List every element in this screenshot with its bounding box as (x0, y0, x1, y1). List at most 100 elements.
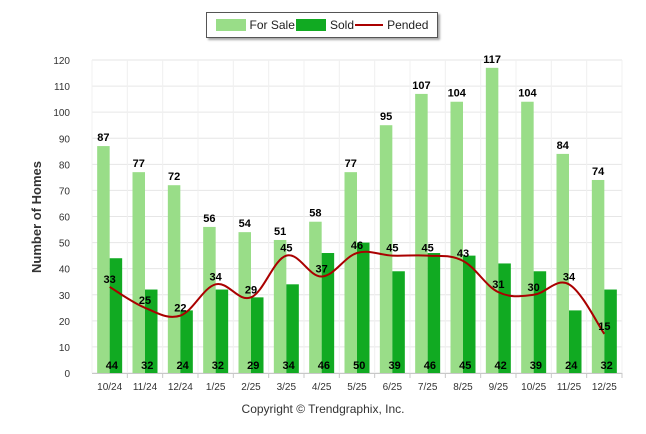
label-for-sale: 51 (274, 226, 286, 238)
x-tick-label: 1/25 (206, 382, 226, 393)
label-for-sale: 84 (557, 140, 570, 152)
bar-sold (463, 255, 476, 373)
y-tick-label: 120 (53, 56, 70, 67)
label-pended: 33 (104, 274, 116, 286)
label-pended: 37 (316, 263, 328, 275)
label-for-sale: 117 (483, 54, 501, 66)
x-tick-label: 5/25 (347, 382, 367, 393)
y-tick-label: 50 (59, 239, 71, 250)
y-tick-label: 60 (59, 213, 71, 224)
label-sold: 42 (494, 360, 506, 372)
x-tick-label: 6/25 (383, 382, 403, 393)
label-for-sale: 104 (518, 88, 537, 100)
bar-for-sale (591, 179, 605, 373)
bar-sold (251, 297, 264, 373)
label-sold: 32 (600, 360, 612, 372)
label-sold: 44 (106, 360, 119, 372)
label-for-sale: 95 (380, 111, 392, 123)
legend-label-for-sale: For Sale (249, 18, 295, 32)
bar-sold (392, 271, 405, 373)
x-tick-label: 7/25 (418, 382, 438, 393)
bar-for-sale (203, 226, 216, 373)
x-tick-label: 9/25 (489, 382, 509, 393)
bar-sold (109, 258, 123, 373)
y-tick-label: 20 (59, 317, 71, 328)
legend-item-for-sale[interactable]: For Sale (215, 18, 295, 32)
label-pended: 45 (386, 243, 398, 255)
bar-for-sale (97, 146, 110, 373)
label-for-sale: 54 (239, 218, 252, 230)
bar-for-sale (273, 239, 287, 373)
bar-for-sale (415, 93, 428, 374)
label-for-sale: 72 (168, 171, 180, 183)
bar-sold (215, 289, 229, 373)
y-tick-label: 100 (53, 108, 70, 119)
x-tick-label: 2/25 (241, 382, 261, 393)
sold-swatch (295, 19, 326, 31)
label-pended: 46 (351, 240, 363, 252)
label-pended: 15 (598, 321, 610, 333)
label-pended: 34 (210, 271, 223, 283)
bar-sold (286, 284, 299, 373)
y-tick-label: 30 (59, 291, 71, 302)
y-tick-label: 70 (59, 186, 71, 197)
data-labels: 87 44 77 32 72 24 56 32 54 29 51 34 58 46 77 50 95 39 107 4… (97, 54, 612, 372)
label-sold: 46 (424, 360, 436, 372)
bar-sold (321, 253, 335, 373)
legend-item-sold[interactable]: Sold (295, 18, 354, 32)
bar-for-sale (238, 232, 251, 373)
y-tick-label: 10 (59, 343, 71, 354)
x-tick-label: 3/25 (277, 382, 297, 393)
y-tick-label: 110 (54, 82, 70, 93)
x-tick-label: 8/25 (453, 382, 473, 393)
for-sale-swatch (215, 19, 246, 31)
y-axis-title: Number of Homes (29, 161, 44, 273)
label-pended: 34 (563, 271, 576, 283)
label-sold: 39 (530, 360, 542, 372)
pended-line-path (109, 250, 606, 335)
bar-for-sale (485, 67, 499, 373)
bar-for-sale (379, 125, 393, 373)
label-for-sale: 107 (412, 80, 430, 92)
bar-for-sale (521, 101, 534, 373)
label-pended: 22 (174, 303, 186, 315)
label-sold: 32 (141, 360, 153, 372)
label-sold: 45 (459, 360, 471, 372)
bar-for-sale (556, 153, 569, 373)
label-for-sale: 58 (309, 208, 321, 220)
bar-sold (498, 263, 511, 373)
legend-item-pended[interactable]: Pended (355, 18, 428, 32)
label-sold: 34 (282, 360, 295, 372)
x-tick-label: 10/24 (97, 382, 122, 393)
bar-for-sale (167, 185, 181, 373)
bar-for-sale (309, 221, 322, 373)
bar-sold (145, 289, 158, 373)
x-tick-label: 4/25 (312, 382, 332, 393)
y-tick-label: 40 (59, 265, 71, 276)
x-tick-label: 12/24 (168, 382, 193, 393)
label-for-sale: 77 (133, 158, 145, 170)
label-sold: 46 (318, 360, 330, 372)
label-sold: 39 (388, 360, 400, 372)
bar-for-sale (344, 172, 357, 373)
x-tick-label: 10/25 (521, 382, 546, 393)
pended-line (109, 250, 606, 335)
label-pended: 30 (528, 282, 540, 294)
pended-swatch (355, 24, 384, 26)
bar-sold (533, 271, 547, 373)
y-tick-label: 90 (59, 134, 71, 145)
copyright-text: Copyright © Trendgraphix, Inc. (241, 402, 405, 416)
label-for-sale: 56 (203, 213, 215, 225)
x-tick-label: 11/24 (133, 382, 158, 393)
bar-sold (427, 253, 441, 373)
label-pended: 45 (280, 243, 292, 255)
legend-label-pended: Pended (387, 18, 429, 32)
x-tick-label: 11/25 (557, 382, 582, 393)
label-sold: 29 (247, 360, 259, 372)
label-pended: 29 (245, 284, 257, 296)
label-pended: 31 (492, 279, 504, 291)
label-for-sale: 74 (592, 166, 605, 178)
bar-for-sale (450, 101, 463, 373)
label-pended: 43 (457, 248, 469, 260)
